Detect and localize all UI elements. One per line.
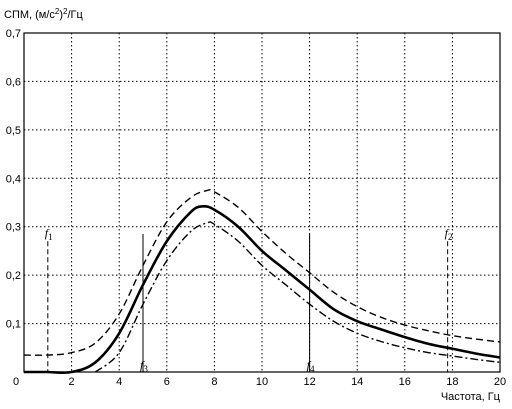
- x-tick-label: 6: [164, 376, 170, 388]
- x-tick-label: 8: [211, 376, 217, 388]
- x-tick-label: 20: [494, 376, 506, 388]
- x-tick-label: 0: [13, 376, 19, 388]
- y-tick-label: 0,7: [6, 28, 21, 40]
- x-tick-label: 16: [399, 376, 411, 388]
- y-axis-title: СПМ, (м/с2)2/Гц: [4, 7, 84, 21]
- series-line-solid: [24, 204, 501, 375]
- plot-frame: [23, 32, 501, 373]
- x-tick-label: 14: [351, 376, 363, 388]
- y-tick-label: 0,1: [6, 319, 21, 331]
- axes: [23, 32, 501, 373]
- x-tick-label: 10: [256, 376, 268, 388]
- labels: 0 2 4 6 8 10 12 14 16 18 20 0,1 0,2 0,3 0,4 0,5 0,6 0,7 СП…: [4, 7, 506, 403]
- series-line-dashed: [23, 188, 501, 356]
- marker-label-f3: f3: [140, 358, 148, 374]
- marker-label-f2: f2: [445, 226, 453, 242]
- y-tick-label: 0,4: [6, 173, 21, 185]
- x-axis-title: Частота, Гц: [441, 391, 501, 403]
- y-tick-label: 0,3: [6, 222, 21, 234]
- series: [23, 188, 501, 375]
- marker-label-f4: f4: [307, 358, 315, 374]
- y-tick-label: 0,2: [6, 270, 21, 282]
- grid: [24, 33, 500, 372]
- x-tick-label: 2: [69, 376, 75, 388]
- x-tick-label: 4: [116, 376, 122, 388]
- x-tick-label: 12: [303, 376, 315, 388]
- x-tick-label: 18: [446, 376, 458, 388]
- y-tick-label: 0,5: [6, 125, 21, 137]
- y-tick-label: 0,6: [6, 76, 21, 88]
- series-line-dashdot: [94, 221, 501, 373]
- marker-label-f1: f1: [45, 226, 53, 242]
